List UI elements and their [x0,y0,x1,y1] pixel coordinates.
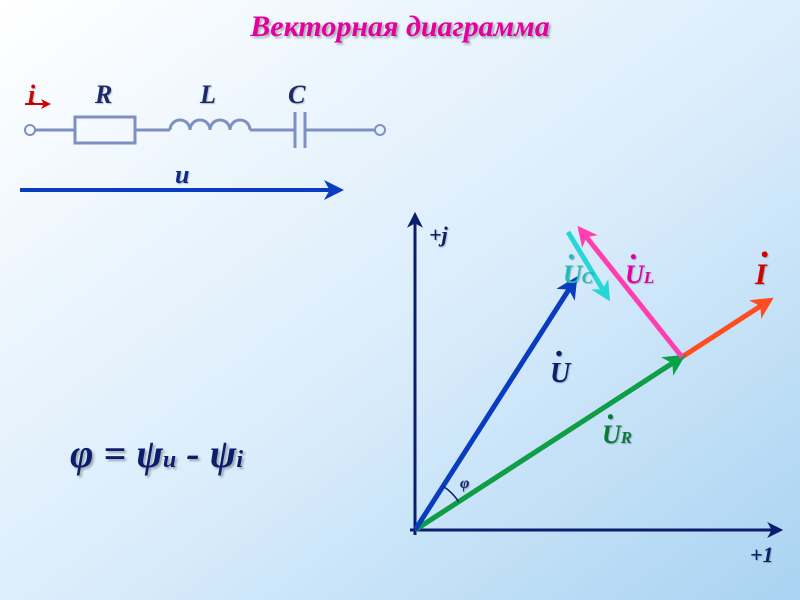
vector-UC-label: UC [563,260,593,290]
capacitor-label: C [288,80,305,110]
vector-U-label: U [550,358,570,390]
current-i-label: i [28,80,35,110]
phase-formula: φ = ψu - ψi [70,430,243,477]
inductor-label: L [200,80,216,110]
vector-UL-label: UL [625,260,654,290]
vector-UR-label: UR [602,420,632,450]
diagram-title: Векторная диаграмма [0,10,800,44]
axis-plus-1-label: +1 [750,542,774,568]
voltage-u-label: u [175,160,189,190]
axis-plus-j-label: +j [429,222,448,248]
resistor-label: R [95,80,112,110]
vector-I-label: I [755,258,767,292]
angle-phi-label: φ [460,475,469,493]
